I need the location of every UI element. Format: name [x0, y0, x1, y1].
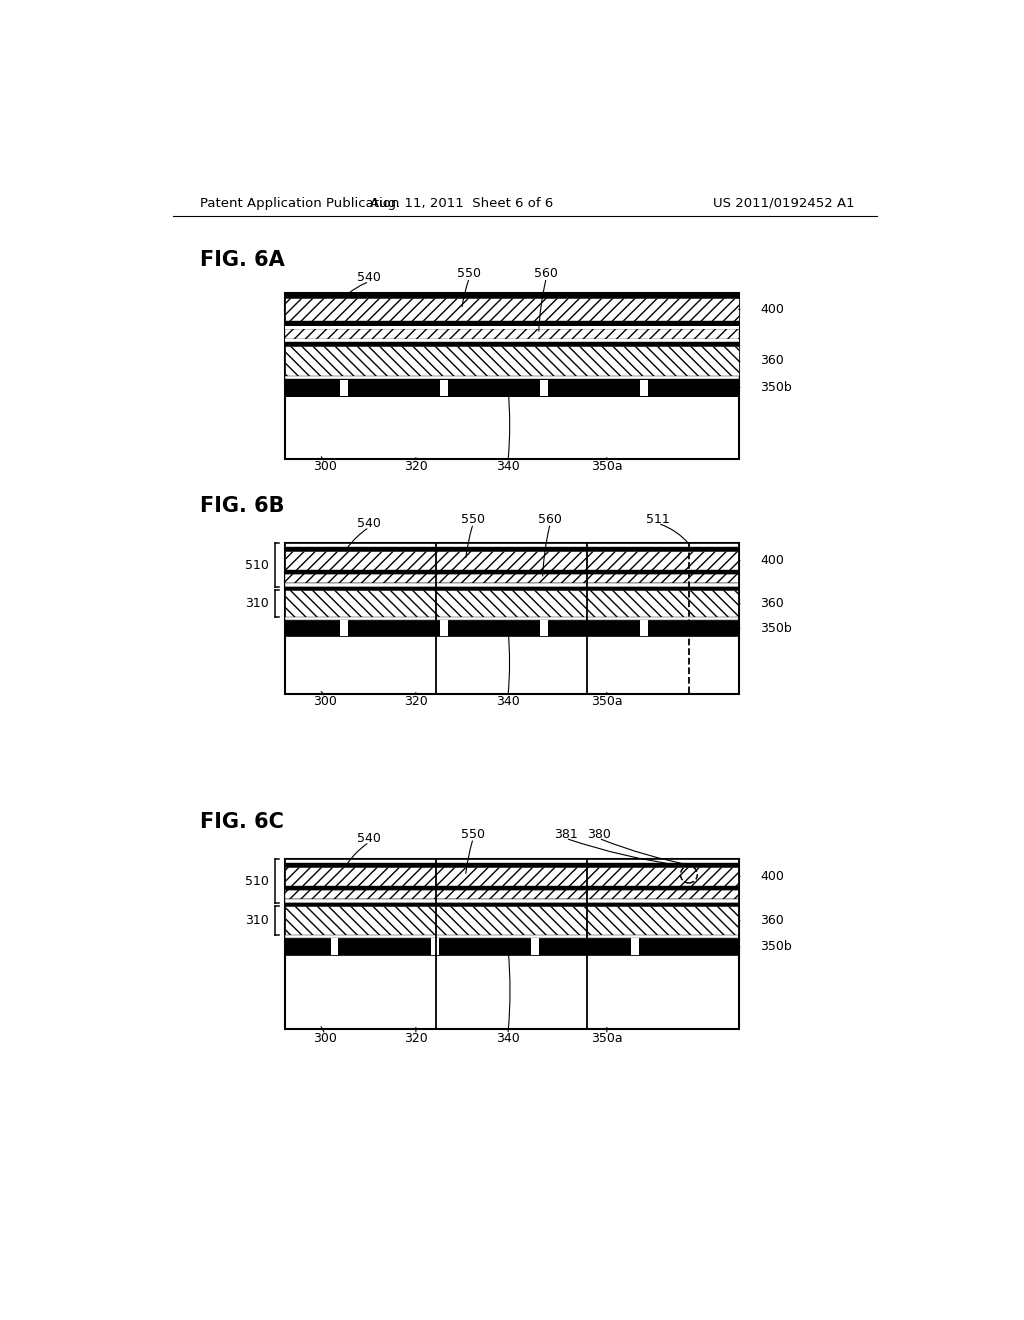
Text: US 2011/0192452 A1: US 2011/0192452 A1 [713, 197, 854, 210]
Bar [640, 379, 648, 396]
Text: 320: 320 [403, 459, 427, 473]
Bar [440, 379, 447, 396]
Bar [285, 574, 739, 583]
Bar [285, 886, 739, 890]
Bar [440, 620, 447, 636]
Bar [285, 939, 739, 956]
Text: 350b: 350b [761, 940, 793, 953]
Text: 350a: 350a [591, 694, 623, 708]
Text: 540: 540 [357, 832, 381, 845]
Bar [285, 379, 739, 396]
Bar [285, 906, 739, 936]
Bar [285, 339, 739, 342]
Bar [285, 587, 739, 590]
Bar [285, 548, 739, 552]
Text: 550: 550 [461, 828, 485, 841]
Bar [431, 939, 438, 956]
Bar [285, 936, 739, 939]
Bar [285, 376, 739, 379]
Text: 310: 310 [245, 598, 268, 610]
Bar [531, 939, 539, 956]
Bar [285, 321, 739, 326]
Bar [285, 859, 739, 1028]
Text: 560: 560 [535, 268, 558, 280]
Bar [285, 590, 739, 618]
Text: 380: 380 [587, 828, 610, 841]
Bar [331, 939, 339, 956]
Bar [285, 293, 739, 459]
Text: FIG. 6B: FIG. 6B [200, 496, 285, 516]
Bar [285, 899, 739, 903]
Text: 400: 400 [761, 554, 784, 566]
Text: 320: 320 [403, 694, 427, 708]
Bar [285, 570, 739, 574]
Bar [285, 544, 739, 693]
Text: 560: 560 [539, 513, 562, 527]
Bar [541, 379, 548, 396]
Bar [285, 293, 739, 298]
Bar [285, 583, 739, 587]
Bar [285, 859, 739, 863]
Bar [285, 342, 739, 346]
Text: Aug. 11, 2011  Sheet 6 of 6: Aug. 11, 2011 Sheet 6 of 6 [370, 197, 553, 210]
Text: 540: 540 [357, 271, 381, 284]
Bar [340, 379, 348, 396]
Text: 300: 300 [312, 694, 337, 708]
Bar [285, 867, 739, 886]
Text: 350b: 350b [761, 622, 793, 635]
Bar [285, 298, 739, 321]
Text: 350a: 350a [591, 459, 623, 473]
Bar [285, 618, 739, 620]
Text: 350a: 350a [591, 1032, 623, 1045]
Text: 350b: 350b [761, 380, 793, 393]
Bar [285, 863, 739, 867]
Text: 310: 310 [245, 915, 268, 927]
Text: 360: 360 [761, 354, 784, 367]
Bar [640, 620, 648, 636]
Text: 540: 540 [357, 517, 381, 529]
Text: 300: 300 [312, 1032, 337, 1045]
Text: 400: 400 [761, 870, 784, 883]
Text: 300: 300 [312, 459, 337, 473]
Text: Patent Application Publication: Patent Application Publication [200, 197, 399, 210]
Text: 340: 340 [496, 1032, 520, 1045]
Text: 510: 510 [245, 875, 268, 887]
Text: 340: 340 [496, 459, 520, 473]
Bar [285, 326, 739, 330]
Text: 400: 400 [761, 302, 784, 315]
Text: 381: 381 [554, 828, 578, 841]
Text: 511: 511 [646, 513, 670, 527]
Text: 320: 320 [403, 1032, 427, 1045]
Bar [285, 890, 739, 899]
Bar [285, 903, 739, 906]
Text: 340: 340 [496, 694, 520, 708]
Bar [631, 939, 639, 956]
Bar [285, 544, 739, 548]
Bar [285, 346, 739, 376]
Text: 360: 360 [761, 597, 784, 610]
Bar [340, 620, 348, 636]
Bar [285, 620, 739, 636]
Text: 550: 550 [458, 268, 481, 280]
Bar [285, 330, 739, 339]
Text: 550: 550 [461, 513, 485, 527]
Text: 510: 510 [245, 558, 268, 572]
Bar [541, 620, 548, 636]
Text: 360: 360 [761, 915, 784, 927]
Text: FIG. 6A: FIG. 6A [200, 249, 285, 271]
Bar [285, 552, 739, 570]
Text: FIG. 6C: FIG. 6C [200, 812, 284, 832]
